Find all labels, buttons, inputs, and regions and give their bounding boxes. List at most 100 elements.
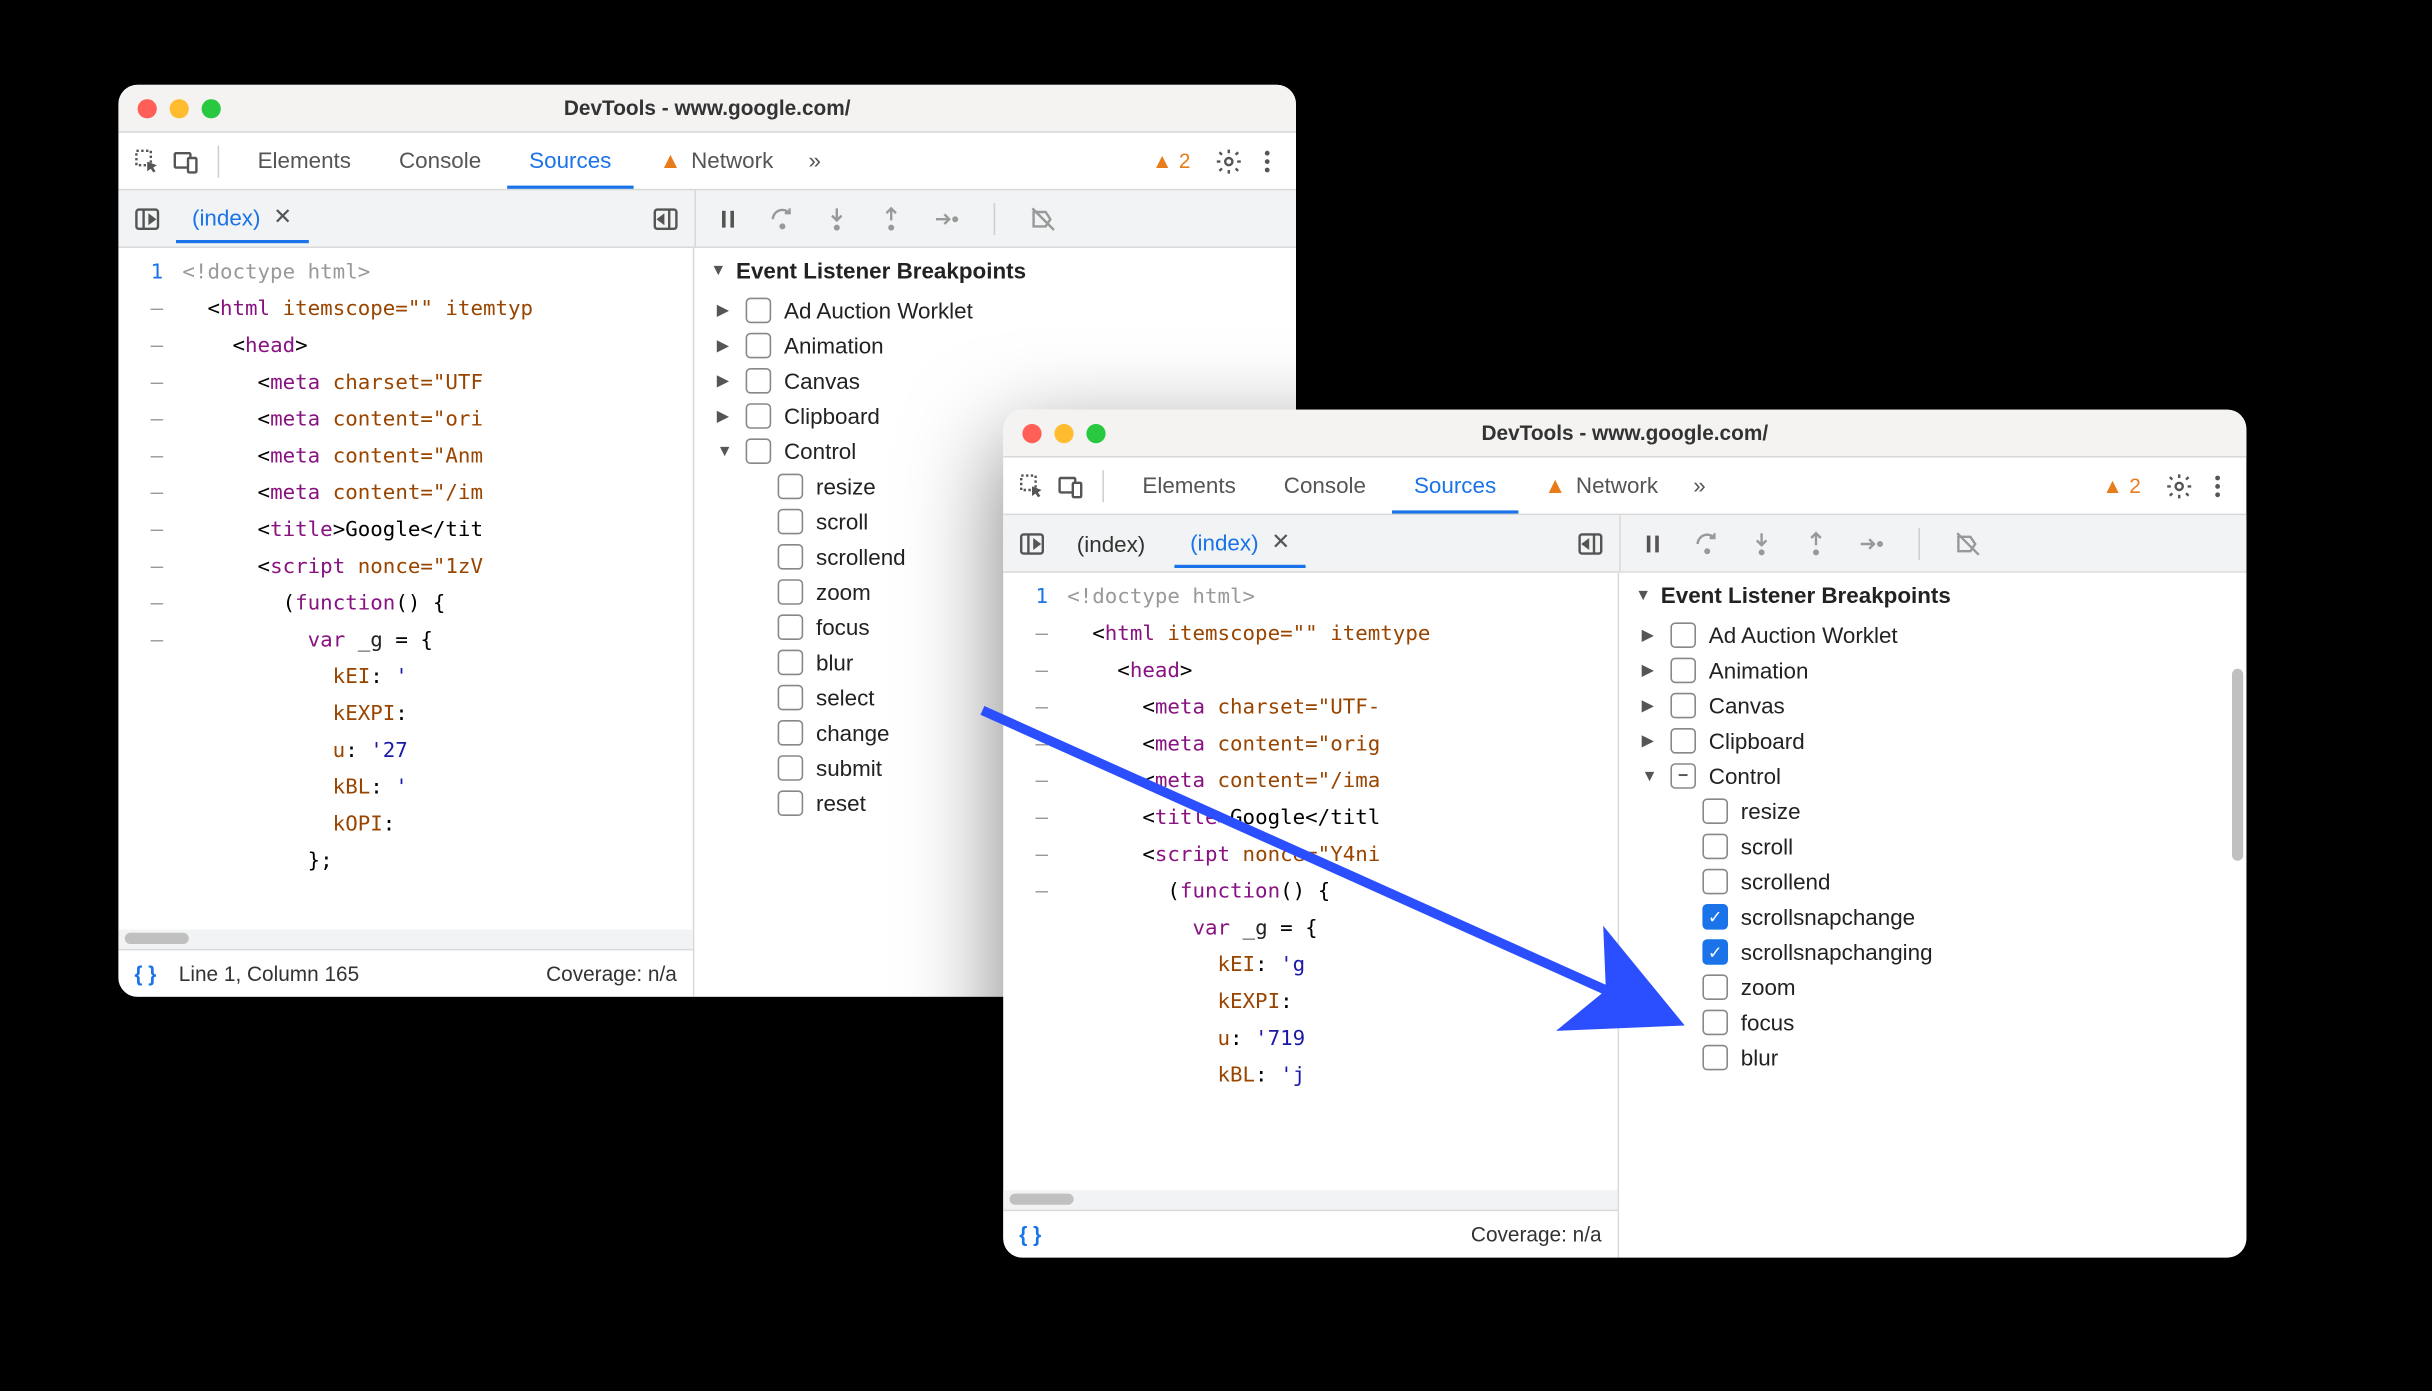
checkbox[interactable] (1670, 658, 1696, 684)
checkbox[interactable] (778, 544, 804, 570)
tab-network[interactable]: ▲ Network (637, 134, 796, 188)
bp-category[interactable]: ▶Canvas (1619, 688, 2246, 723)
kebab-icon[interactable] (2202, 470, 2234, 502)
bp-item[interactable]: blur (1619, 1040, 2246, 1075)
zoom-traffic-light[interactable] (1086, 423, 1105, 442)
bp-category[interactable]: ▶Canvas (694, 363, 1296, 398)
inspect-icon[interactable] (131, 145, 163, 177)
checkbox[interactable]: ✓ (1702, 939, 1728, 965)
device-toggle-icon[interactable] (170, 145, 202, 177)
checkbox[interactable] (778, 685, 804, 711)
error-badge[interactable]: ▲ 2 (2102, 474, 2141, 498)
checkbox[interactable] (778, 614, 804, 640)
bp-item[interactable]: scrollend (1619, 864, 2246, 899)
bp-category[interactable]: ▼−Control (1619, 758, 2246, 793)
close-icon[interactable]: ✕ (273, 203, 292, 230)
close-icon[interactable]: ✕ (1271, 528, 1290, 555)
step-into-icon[interactable] (821, 202, 853, 234)
bp-item[interactable]: zoom (1619, 970, 2246, 1005)
checkbox[interactable] (1670, 728, 1696, 754)
deactivate-breakpoints-icon[interactable] (1952, 527, 1984, 559)
tabs-overflow[interactable]: » (1684, 458, 1716, 512)
tab-sources[interactable]: Sources (507, 134, 634, 188)
gear-icon[interactable] (2163, 470, 2195, 502)
tab-console[interactable]: Console (1261, 458, 1388, 512)
bp-item[interactable]: resize (1619, 794, 2246, 829)
checkbox[interactable] (1702, 798, 1728, 824)
hide-debugger-icon[interactable] (650, 202, 682, 234)
checkbox[interactable] (746, 368, 772, 394)
bp-category[interactable]: ▶Animation (1619, 653, 2246, 688)
checkbox[interactable] (778, 474, 804, 500)
file-tab-index-2[interactable]: (index) ✕ (1174, 518, 1306, 568)
minimize-traffic-light[interactable] (1054, 423, 1073, 442)
step-out-icon[interactable] (875, 202, 907, 234)
bp-category[interactable]: ▶Ad Auction Worklet (1619, 618, 2246, 653)
pretty-print-icon[interactable]: { } (1019, 1222, 1041, 1246)
checkbox[interactable] (1702, 974, 1728, 1000)
bp-item[interactable]: focus (1619, 1005, 2246, 1040)
vertical-scrollbar[interactable] (2232, 669, 2243, 861)
step-over-icon[interactable] (1691, 527, 1723, 559)
checkbox[interactable]: ✓ (1702, 904, 1728, 930)
zoom-traffic-light[interactable] (202, 98, 221, 117)
horizontal-scrollbar[interactable] (118, 930, 692, 949)
bp-category[interactable]: ▶Clipboard (1619, 723, 2246, 758)
show-navigator-icon[interactable] (131, 202, 163, 234)
step-into-icon[interactable] (1746, 527, 1778, 559)
inspect-icon[interactable] (1016, 470, 1048, 502)
checkbox[interactable] (778, 755, 804, 781)
source-code[interactable]: 1–––––––– <!doctype html> <html itemscop… (1003, 573, 1617, 1131)
pretty-print-icon[interactable]: { } (134, 962, 156, 986)
step-icon[interactable] (930, 202, 962, 234)
pause-icon[interactable] (1637, 527, 1669, 559)
tab-sources[interactable]: Sources (1392, 458, 1519, 512)
minimize-traffic-light[interactable] (170, 98, 189, 117)
checkbox[interactable]: − (1670, 763, 1696, 789)
checkbox[interactable] (1702, 834, 1728, 860)
hide-debugger-icon[interactable] (1574, 527, 1606, 559)
bp-item[interactable]: ✓scrollsnapchanging (1619, 934, 2246, 969)
checkbox[interactable] (778, 509, 804, 535)
bp-item[interactable]: scroll (1619, 829, 2246, 864)
tab-elements[interactable]: Elements (1120, 458, 1258, 512)
close-traffic-light[interactable] (1022, 423, 1041, 442)
close-traffic-light[interactable] (138, 98, 157, 117)
step-icon[interactable] (1854, 527, 1886, 559)
bp-category[interactable]: ▶Animation (694, 328, 1296, 363)
checkbox[interactable] (1702, 1010, 1728, 1036)
horizontal-scrollbar[interactable] (1003, 1190, 1617, 1209)
checkbox[interactable] (746, 438, 772, 464)
kebab-icon[interactable] (1251, 145, 1283, 177)
show-navigator-icon[interactable] (1016, 527, 1048, 559)
tabs-overflow[interactable]: » (799, 134, 831, 188)
file-tab-index[interactable]: (index) ✕ (176, 194, 308, 244)
device-toggle-icon[interactable] (1054, 470, 1086, 502)
tab-console[interactable]: Console (377, 134, 504, 188)
breakpoints-header[interactable]: ▼ Event Listener Breakpoints (694, 248, 1296, 293)
pause-icon[interactable] (712, 202, 744, 234)
checkbox[interactable] (746, 298, 772, 324)
file-tab-index-1[interactable]: (index) (1061, 521, 1161, 566)
checkbox[interactable] (778, 790, 804, 816)
step-out-icon[interactable] (1800, 527, 1832, 559)
checkbox[interactable] (778, 720, 804, 746)
deactivate-breakpoints-icon[interactable] (1027, 202, 1059, 234)
checkbox[interactable] (746, 403, 772, 429)
bp-item[interactable]: ✓scrollsnapchange (1619, 899, 2246, 934)
bp-category[interactable]: ▶Ad Auction Worklet (694, 293, 1296, 328)
error-badge[interactable]: ▲ 2 (1152, 149, 1191, 173)
step-over-icon[interactable] (766, 202, 798, 234)
gear-icon[interactable] (1213, 145, 1245, 177)
checkbox[interactable] (746, 333, 772, 359)
breakpoints-header[interactable]: ▼ Event Listener Breakpoints (1619, 573, 2246, 618)
checkbox[interactable] (1702, 869, 1728, 895)
checkbox[interactable] (778, 650, 804, 676)
checkbox[interactable] (1670, 622, 1696, 648)
source-code[interactable]: 1–––––––––– <!doctype html> <html itemsc… (118, 248, 692, 880)
tab-elements[interactable]: Elements (235, 134, 373, 188)
checkbox[interactable] (1670, 693, 1696, 719)
checkbox[interactable] (1702, 1045, 1728, 1071)
tab-network[interactable]: ▲ Network (1522, 458, 1681, 512)
checkbox[interactable] (778, 579, 804, 605)
